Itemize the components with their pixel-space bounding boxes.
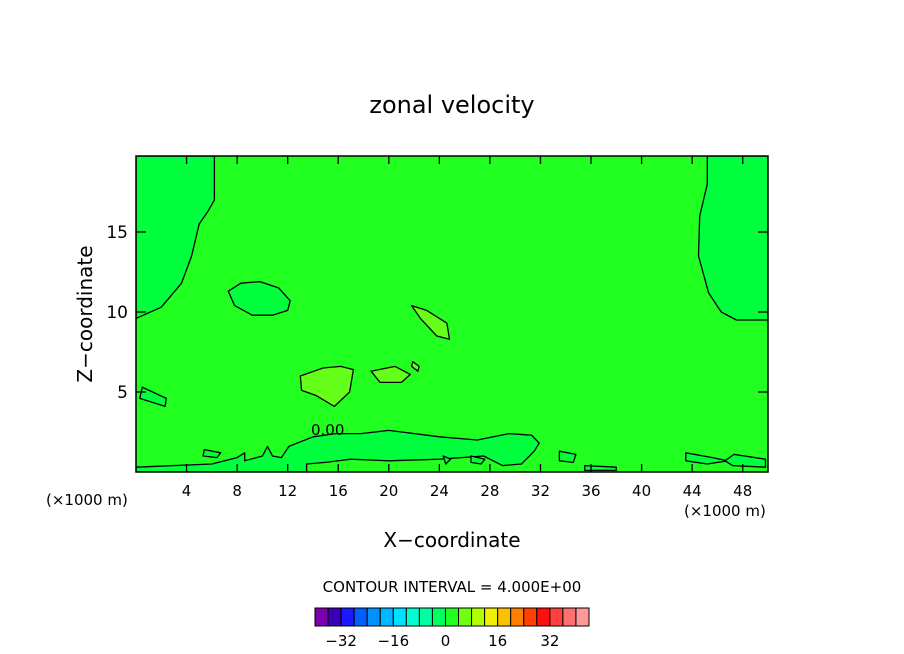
contour-label: 0.00 — [311, 421, 344, 439]
colorbar-swatch — [340, 607, 355, 627]
colorbar-tick-label: 16 — [488, 632, 507, 650]
colorbar-swatch — [510, 607, 525, 627]
x-tick-label: 36 — [581, 482, 600, 500]
plot-background — [136, 156, 768, 472]
colorbar-swatch — [418, 607, 433, 627]
colorbar-swatch — [536, 607, 551, 627]
contour-region-negative-small-8 — [202, 448, 222, 459]
colorbar-swatch — [366, 607, 381, 627]
colorbar-swatch — [392, 607, 407, 627]
contour-region-negative-small-1 — [139, 386, 167, 408]
x-tick-label: 16 — [329, 482, 348, 500]
contour-region-negative-blob-1 — [227, 280, 291, 316]
x-tick-label: 32 — [531, 482, 550, 500]
contour-region-right-negative — [697, 156, 768, 321]
contour-region-positive-blob-3 — [410, 304, 451, 340]
contour-region-negative-small-6 — [470, 455, 486, 465]
colorbar: −32 −16 0 16 32 — [314, 607, 590, 650]
colorbar-swatch — [379, 607, 394, 627]
x-tick-label: 12 — [278, 482, 297, 500]
colorbar-tick-label: 32 — [540, 632, 559, 650]
colorbar-swatch — [327, 607, 342, 627]
colorbar-swatch — [562, 607, 577, 627]
colorbar-swatch — [314, 607, 329, 627]
contour-region-negative-small-7 — [442, 455, 452, 465]
x-tick-label: 44 — [683, 482, 702, 500]
colorbar-tick-label: −32 — [325, 632, 357, 650]
contour-interval-text: CONTOUR INTERVAL = 4.000E+00 — [323, 578, 582, 596]
x-tick-label: 28 — [480, 482, 499, 500]
y-axis-label: Z−coordinate — [73, 245, 97, 382]
y-tick-label: 5 — [117, 383, 128, 403]
colorbar-swatch — [458, 607, 473, 627]
contour-region-negative-small-4 — [724, 453, 767, 468]
contour-region-positive-blob-4 — [410, 360, 420, 372]
plot-frame — [135, 155, 769, 473]
contour-region-negative-small-2 — [584, 464, 617, 472]
contour-region-positive-blob-2 — [370, 365, 411, 384]
colorbar-swatch — [444, 607, 460, 627]
contour-region-surface-negative — [136, 429, 540, 472]
colorbar-swatch — [405, 607, 420, 627]
colorbar-swatch — [431, 607, 446, 627]
chart-title: zonal velocity — [369, 91, 534, 119]
contour-region-negative-small-3 — [685, 452, 729, 465]
y-tick-label: 15 — [106, 223, 128, 243]
colorbar-swatch — [484, 607, 499, 627]
colorbar-swatch — [353, 607, 368, 627]
colorbar-tick-label: 0 — [441, 632, 451, 650]
contour-region-left-negative — [136, 156, 216, 320]
colorbar-swatch — [549, 607, 564, 627]
x-tick-label: 4 — [182, 482, 192, 500]
colorbar-swatch — [497, 607, 512, 627]
x-units-left: (×1000 m) — [46, 491, 128, 509]
x-tick-label: 20 — [379, 482, 398, 500]
contour-regions — [136, 156, 768, 472]
x-tick-label: 24 — [430, 482, 449, 500]
x-units-right: (×1000 m) — [684, 502, 766, 520]
colorbar-swatch — [575, 607, 590, 627]
contour-region-negative-small-5 — [558, 450, 577, 464]
y-tick-label: 10 — [106, 303, 128, 323]
colorbar-swatch — [471, 607, 486, 627]
colorbar-swatch — [523, 607, 538, 627]
x-tick-label: 8 — [232, 482, 242, 500]
contour-region-positive-blob-1 — [299, 365, 355, 408]
x-tick-label: 48 — [733, 482, 752, 500]
colorbar-tick-label: −16 — [377, 632, 409, 650]
x-axis-label: X−coordinate — [383, 528, 520, 552]
x-tick-label: 40 — [632, 482, 651, 500]
